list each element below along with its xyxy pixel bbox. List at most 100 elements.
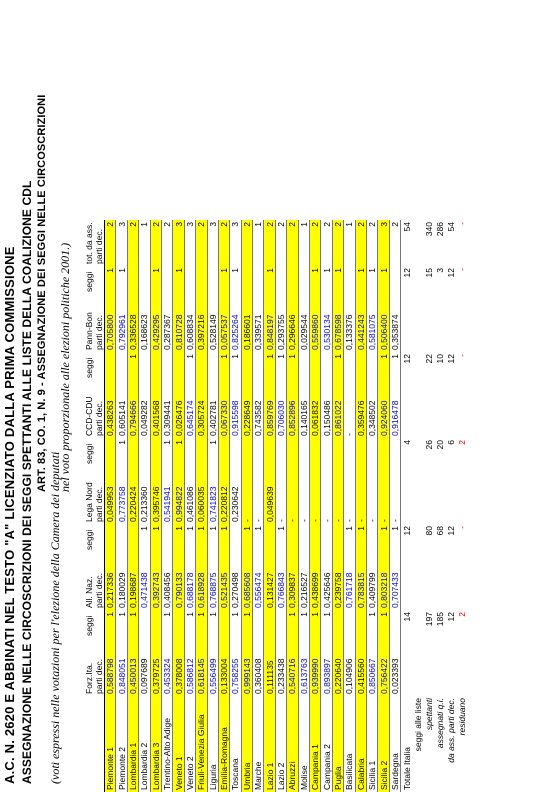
- footer-spacer: [456, 638, 467, 696]
- decimal-part-cell: 0,425646: [320, 552, 333, 610]
- seat-cell: 1: [229, 266, 242, 294]
- seat-cell: [343, 610, 356, 638]
- seat-cell: [309, 524, 321, 552]
- footer-value: 80: [423, 526, 434, 536]
- footer-total: 340: [423, 222, 434, 237]
- seat-cell: [127, 266, 139, 294]
- totals-seat-cell: 4: [401, 440, 412, 445]
- seat-cell: 1: [320, 266, 333, 294]
- decimal-part-cell: 0,402781: [207, 380, 219, 438]
- decimal-part-cell: 0,766843: [275, 552, 287, 610]
- seat-cell: [241, 438, 253, 466]
- seats-header: seggi: [84, 529, 94, 550]
- footer-spacer: [412, 380, 423, 438]
- footer-value: 6: [445, 440, 456, 445]
- subheader-row: parti dec. parti dec. parti dec. parti dec.…: [94, 220, 105, 792]
- footer-value: [412, 438, 423, 466]
- article-heading: ART. 83, CO. 1, N. 9 - ASSEGNAZIONE DEI …: [36, 94, 48, 492]
- footer-value: 68: [434, 526, 445, 536]
- footer-spacer: [434, 638, 445, 696]
- table-row: Trentino-Alto Adige 0,453324 1 0,408456 0,54…: [161, 220, 173, 792]
- seats-header: seggi: [84, 271, 94, 292]
- decimal-part-cell: 0,049639: [263, 466, 276, 524]
- table-row: Veneto 1 0,378008 0,790133 1 0,994822 1 0,0264…: [172, 220, 185, 792]
- row-total-cell: 1: [343, 220, 356, 266]
- seat-cell: [115, 352, 128, 380]
- seat-cell: [184, 266, 196, 294]
- row-total-cell: 3: [172, 220, 185, 266]
- seat-cell: 1: [207, 524, 219, 552]
- seat-cell: 1: [161, 438, 173, 466]
- decimal-part-cell: 0,471438: [138, 552, 151, 610]
- decimal-part-cell: 0,586812: [184, 638, 196, 696]
- footer-row: assegnati q.i. 185 68 20 10 3 286: [434, 220, 445, 792]
- decimal-part-cell: 0,678598: [332, 294, 344, 352]
- region-header: [83, 696, 94, 792]
- seat-cell: [195, 266, 208, 294]
- table-row: Sardegna 0,023393 0,707433 1-0,916478 1 0,353…: [389, 220, 401, 792]
- seat-cell: [332, 438, 344, 466]
- footer-spacer: [423, 552, 434, 610]
- seat-cell: [366, 352, 378, 380]
- seat-cell: 1: [286, 610, 299, 638]
- decimal-part-cell: 0,392743: [150, 552, 162, 610]
- row-total-cell: 2: [366, 220, 378, 266]
- decimal-part-cell: -: [241, 466, 253, 524]
- seat-cell: [252, 438, 264, 466]
- seat-cell: 1: [172, 524, 185, 552]
- seat-cell: 1: [115, 438, 128, 466]
- footer-row: seggi alle liste: [412, 220, 423, 792]
- row-total-cell: 3: [184, 220, 196, 266]
- decimal-part-cell: 0,556474: [252, 552, 264, 610]
- seat-cell: 1: [389, 524, 401, 552]
- footer-spacer: [423, 638, 434, 696]
- seat-cell: 1: [343, 524, 356, 552]
- seats-header: seggi: [84, 443, 94, 464]
- seat-cell: [150, 352, 162, 380]
- table-row: Lombardia 3 0,379725 0,392743 1 0,395746 0,40…: [150, 220, 162, 792]
- totals-spacer: [401, 466, 413, 524]
- seat-cell: 1: [389, 352, 401, 380]
- table-row: Lazio 1 0,111135 0,131427 0,049639 0,859769 1…: [263, 220, 276, 792]
- seat-cell: 1: [150, 524, 162, 552]
- decimal-part-cell: -: [320, 466, 333, 524]
- decimal-part-cell: 0,707433: [389, 552, 401, 610]
- seat-cell: [298, 352, 310, 380]
- seat-cell: [252, 266, 264, 294]
- decimal-part-cell: 0,605141: [115, 380, 128, 438]
- decimal-part-cell: 0,453324: [161, 638, 173, 696]
- region-name: Lombardia 2: [138, 696, 151, 792]
- decimal-part-cell: 0,743582: [252, 380, 264, 438]
- region-name: Marche: [252, 696, 264, 792]
- row-total-cell: 2: [263, 220, 276, 266]
- row-total-cell: 1: [252, 220, 264, 266]
- document-title: A.C. N. 2620 E ABBINATI NEL TESTO "A" LI…: [2, 246, 17, 784]
- decimal-part-cell: 0,783815: [355, 552, 367, 610]
- seat-cell: 1: [332, 266, 344, 294]
- seat-cell: [150, 438, 162, 466]
- seat-cell: 1: [309, 266, 321, 294]
- seat-cell: [275, 438, 287, 466]
- seat-cell: 1: [332, 352, 344, 380]
- row-total-cell: 2: [355, 220, 367, 266]
- decimal-part-cell: 0,217336: [104, 552, 116, 610]
- seat-cell: 1: [275, 352, 287, 380]
- footer-total: -: [456, 222, 467, 225]
- seat-cell: 1: [184, 524, 196, 552]
- seat-cell: 1: [115, 266, 128, 294]
- footer-spacer: [423, 380, 434, 438]
- seat-cell: [127, 438, 139, 466]
- table-row: Lazio 2 0,233438 0,766843 1-0,706030 1 0,2937…: [275, 220, 287, 792]
- seat-cell: 1: [366, 610, 378, 638]
- seat-cell: 1: [263, 352, 276, 380]
- row-total-cell: 1: [298, 220, 310, 266]
- document-note-votes: (voti espressi nelle votazioni per l'ele…: [48, 451, 62, 784]
- party-name-header: All. Naz.: [84, 576, 94, 608]
- decimal-part-cell: 0,359476: [355, 380, 367, 438]
- decimal-part-cell: 0,029544: [298, 294, 310, 352]
- seat-cell: 1: [207, 610, 219, 638]
- seat-cell: [366, 524, 378, 552]
- seat-cell: [172, 352, 185, 380]
- footer-label: assegnati q.i.: [434, 698, 445, 749]
- seat-cell: 1: [104, 610, 116, 638]
